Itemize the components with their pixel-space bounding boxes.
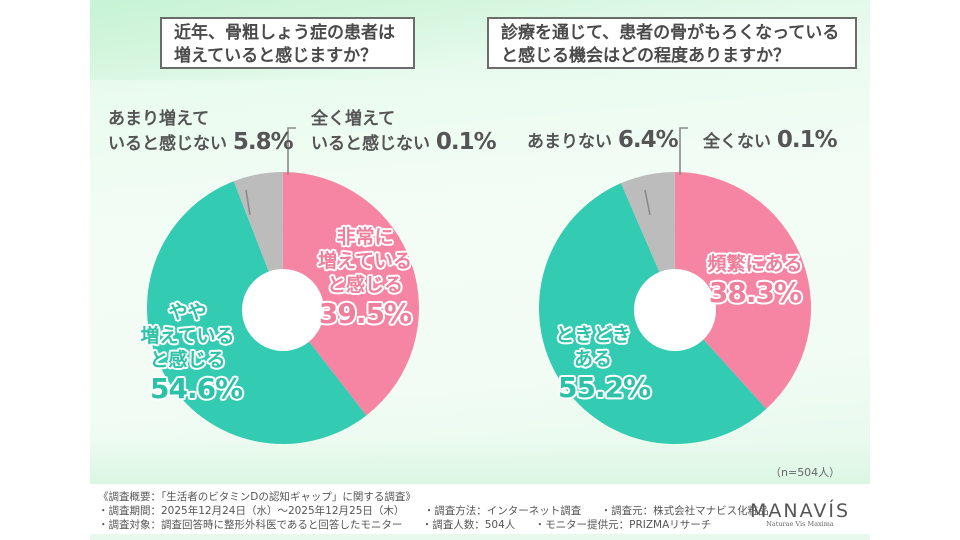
label-line: やや [168, 301, 207, 323]
value-label: 38.3% [708, 276, 802, 309]
chart-1-callout-line-2 [287, 127, 296, 175]
question-box-1: 近年、骨粗しょう症の患者は 増えていると感じますか？ [160, 17, 415, 69]
value-label: 0.1% [776, 127, 838, 153]
question-box-2: 診療を通じて、患者の骨がもろくなっている と感じる機会はどの程度ありますか？ [487, 17, 857, 69]
label-line: 全くない [703, 132, 771, 152]
label-not-at-all-increasing: 全く増えて いると感じない 0.1% [311, 108, 497, 156]
survey-overview: 《調査概要：「生活者のビタミンDの認知ギャップ」に関する調査》 ・調査期間：20… [98, 490, 785, 532]
label-line: 増えている [140, 325, 235, 347]
survey-count: ・調査人数：504人 [421, 519, 516, 531]
survey-period: ・調査期間：2025年12月24日（水）～2025年12月25日（木） [98, 505, 405, 517]
survey-row-2: ・調査対象：調査回答時に整形外科医であると回答したモニター ・調査人数：504人… [98, 518, 785, 532]
chart-2-callout-line-1 [644, 189, 651, 216]
label-line: ある [573, 348, 612, 370]
value-label: 0.1% [435, 129, 497, 155]
chart-1-donut-hole [242, 269, 324, 351]
survey-heading: 《調査概要：「生活者のビタミンDの認知ギャップ」に関する調査》 [98, 491, 416, 503]
label-rarely: あまりない 6.4% [527, 127, 679, 154]
label-line: あまり増えて [108, 109, 210, 129]
label-line: と感じる [149, 349, 226, 371]
bottom-band [90, 534, 870, 540]
brand-name: MANAVÍS [749, 500, 851, 522]
question-2-line-2: と感じる機会はどの程度ありますか？ [501, 46, 790, 66]
label-line: 全く増えて [311, 109, 396, 129]
label-line: いると感じない [108, 134, 227, 154]
label-line: 増えている [317, 250, 413, 272]
brand-logo: MANAVÍS Naturae Vis Maxima [740, 500, 860, 528]
label-line: 非常に [336, 226, 394, 248]
label-line: ときどき [555, 324, 631, 346]
background-wave-bottom [90, 438, 870, 484]
survey-method: ・調査方法：インターネット調査 [423, 505, 582, 517]
value-label: 5.8% [232, 129, 294, 155]
question-1-line-1: 近年、骨粗しょう症の患者は [174, 23, 395, 43]
label-somewhat-not-increasing: あまり増えて いると感じない 5.8% [108, 108, 294, 156]
question-1-line-2: 増えていると感じますか？ [174, 46, 378, 66]
chart-2-donut-hole [634, 269, 716, 351]
survey-row-1: ・調査期間：2025年12月24日（水）～2025年12月25日（木） ・調査方… [98, 504, 785, 518]
value-label: 39.5% [318, 297, 412, 330]
chart-2-callout-line-2 [679, 127, 688, 175]
chart-2-slice-high [675, 172, 812, 409]
value-label: 6.4% [617, 127, 679, 153]
question-2-line-1: 診療を通じて、患者の骨がもろくなっている [501, 23, 840, 43]
survey-target: ・調査対象：調査回答時に整形外科医であると回答したモニター [98, 519, 403, 531]
label-line: あまりない [527, 132, 612, 152]
label-very-increasing: 非常に 増えている と感じる 39.5% [315, 225, 415, 331]
label-frequently: 頻繁にある 38.3% [700, 252, 810, 310]
label-line: 頻繁にある [707, 253, 803, 275]
survey-source: ・調査元：株式会社マナビス化粧品 [600, 505, 769, 517]
chart-1-slice-high [283, 172, 420, 416]
value-label: 55.2% [558, 371, 651, 404]
label-somewhat-increasing: やや 増えている と感じる 54.6% [130, 300, 245, 406]
label-never: 全くない 0.1% [703, 127, 838, 154]
survey-provider: ・モニター提供元：PRIZMAリサーチ [534, 519, 712, 531]
sample-size-label: （n=504人） [770, 466, 841, 479]
chart-1-callout-line-1 [245, 189, 251, 216]
value-label: 54.6% [150, 372, 243, 405]
brand-tagline: Naturae Vis Maxima [766, 520, 834, 528]
label-line: いると感じない [311, 134, 430, 154]
label-line: と感じる [326, 274, 403, 296]
label-sometimes: ときどき ある 55.2% [548, 323, 651, 405]
